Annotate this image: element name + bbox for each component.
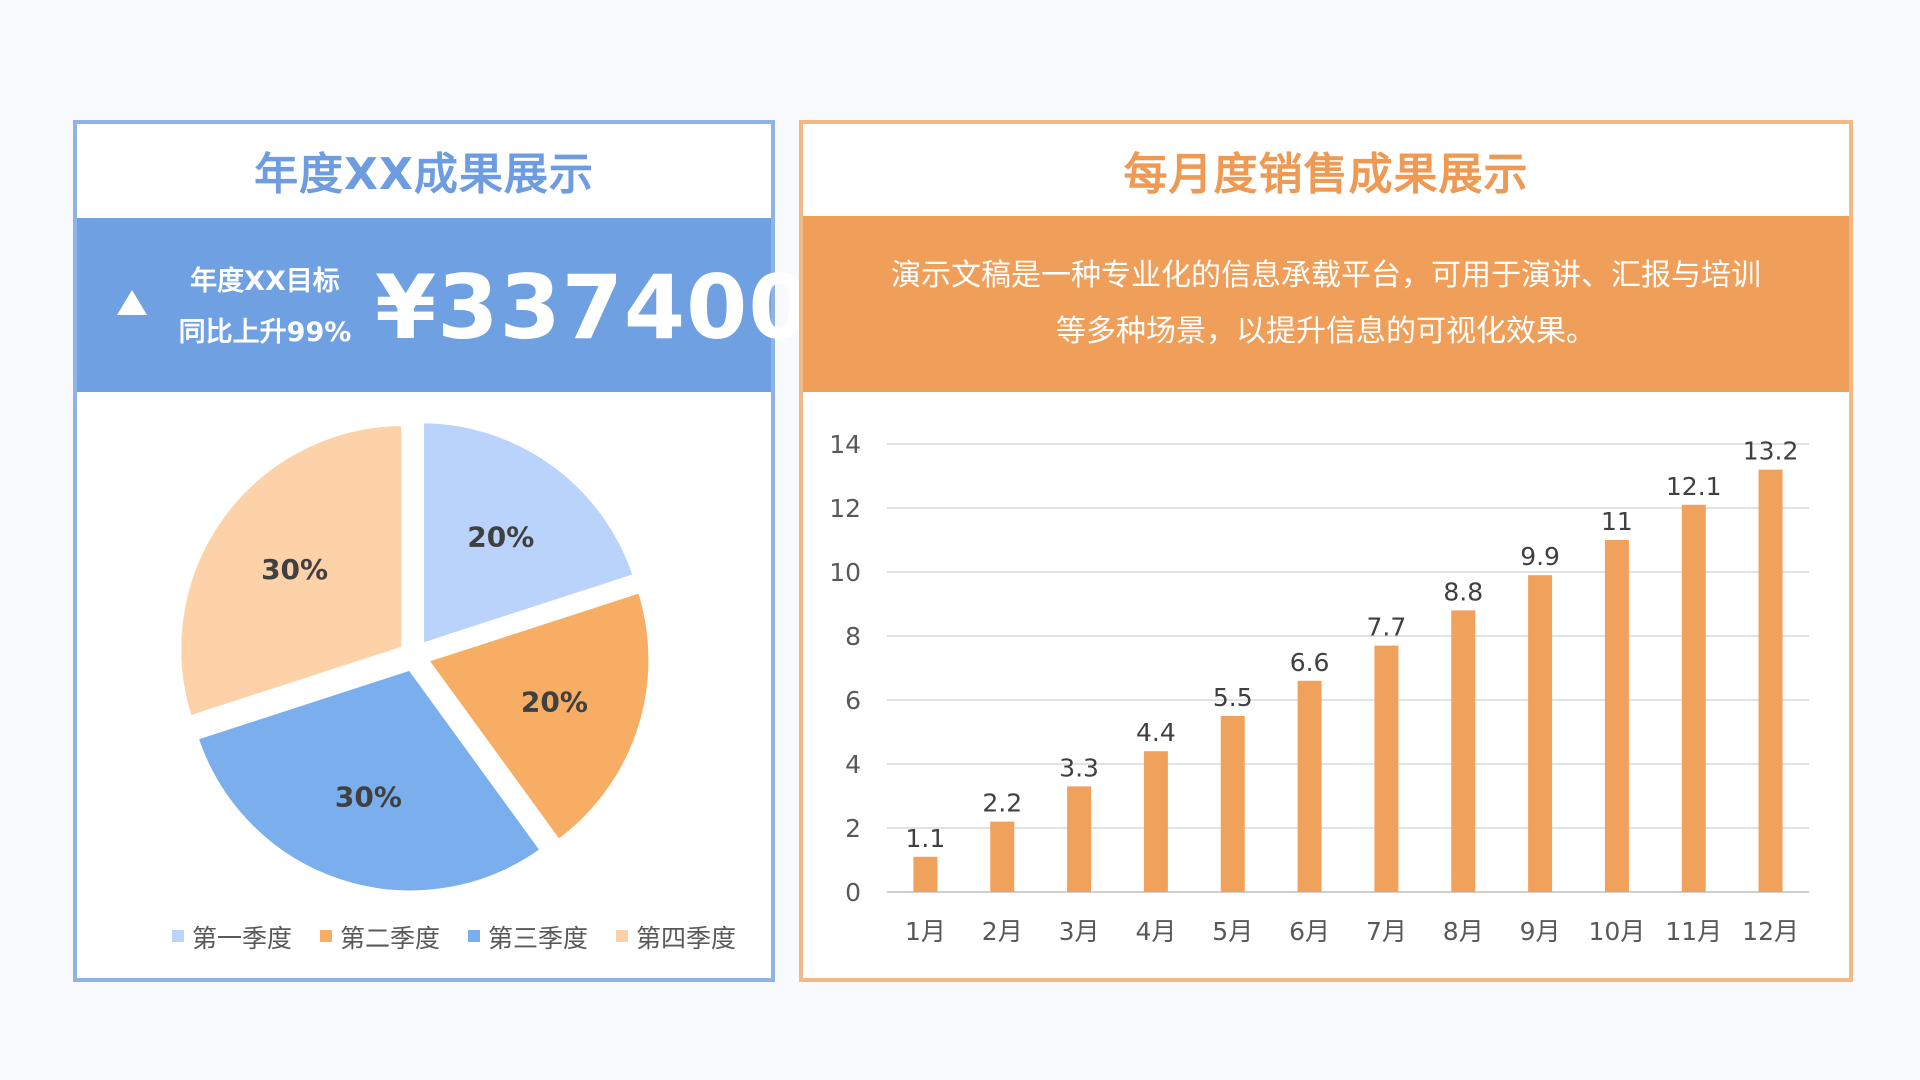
- pie-slice-q4: [175, 419, 408, 723]
- y-tick-label: 4: [845, 750, 861, 779]
- bar-data-label: 1.1: [906, 824, 946, 853]
- pie-slice-q3: [191, 663, 548, 897]
- kpi-value: ¥337400: [375, 256, 811, 359]
- bar: [1067, 786, 1092, 892]
- bar: [913, 856, 938, 892]
- bar: [1528, 575, 1553, 892]
- monthly-sales-title: 每月度销售成果展示: [1123, 149, 1529, 200]
- bar: [1451, 610, 1476, 892]
- bar-data-label: 4.4: [1136, 718, 1176, 747]
- x-tick-label: 10月: [1589, 917, 1646, 946]
- bar-data-label: 7.7: [1367, 613, 1407, 642]
- legend-swatch: [468, 930, 480, 942]
- y-tick-label: 0: [845, 878, 861, 907]
- bar: [1681, 504, 1706, 892]
- pie-data-label: 20%: [521, 686, 588, 719]
- kpi-growth-label: 同比上升99%: [178, 317, 352, 348]
- bar: [1758, 469, 1783, 892]
- bar-data-label: 12.1: [1666, 472, 1722, 501]
- bar: [990, 821, 1015, 892]
- up-arrow-icon: [117, 290, 147, 315]
- y-tick-label: 12: [829, 494, 861, 523]
- bar-data-label: 2.2: [982, 789, 1022, 818]
- description-line-1: 演示文稿是一种专业化的信息承载平台，可用于演讲、汇报与培训: [891, 258, 1761, 293]
- x-tick-label: 9月: [1520, 917, 1561, 946]
- pie-data-label: 30%: [261, 553, 328, 586]
- bar: [1374, 645, 1399, 892]
- y-tick-label: 2: [845, 814, 861, 843]
- y-tick-label: 6: [845, 686, 861, 715]
- kpi-band: 年度XX目标 同比上升99% ¥337400: [77, 218, 810, 392]
- legend-swatch: [172, 930, 184, 942]
- bar-data-label: 11: [1601, 507, 1633, 536]
- bar-data-label: 9.9: [1520, 542, 1560, 571]
- bar-data-label: 3.3: [1059, 753, 1099, 782]
- monthly-bar-chart: 0 2 4 6 8 10 12 14 1.1 1月 2.2 2月 3.3 3月 4.4 4月 5.5 5月 6.6 6…: [829, 430, 1809, 946]
- annual-results-title: 年度XX成果展示: [254, 149, 594, 200]
- bar: [1297, 680, 1322, 892]
- bar: [1220, 716, 1245, 892]
- monthly-sales-panel: 每月度销售成果展示 演示文稿是一种专业化的信息承载平台，可用于演讲、汇报与培训 …: [799, 120, 1853, 982]
- description-line-2: 等多种场景，以提升信息的可视化效果。: [1056, 314, 1596, 349]
- bar-data-label: 8.8: [1443, 577, 1483, 606]
- pie-data-label: 30%: [335, 780, 402, 813]
- y-tick-label: 10: [829, 558, 861, 587]
- y-tick-label: 14: [829, 430, 861, 459]
- x-tick-label: 11月: [1665, 917, 1722, 946]
- legend-label: 第三季度: [488, 924, 588, 953]
- x-tick-label: 12月: [1742, 917, 1799, 946]
- x-tick-label: 8月: [1443, 917, 1484, 946]
- description-band: 演示文稿是一种专业化的信息承载平台，可用于演讲、汇报与培训 等多种场景，以提升信…: [803, 216, 1849, 392]
- annual-results-panel: 年度XX成果展示 年度XX目标 同比上升99% ¥337400 20% 20% 30…: [73, 120, 810, 982]
- x-tick-label: 7月: [1366, 917, 1407, 946]
- legend-label: 第四季度: [636, 924, 736, 953]
- bar: [1604, 540, 1629, 892]
- bar-data-label: 6.6: [1290, 648, 1330, 677]
- bar-data-label: 5.5: [1213, 683, 1253, 712]
- bar-data-label: 13.2: [1743, 437, 1799, 466]
- legend-swatch: [616, 930, 628, 942]
- legend-label: 第二季度: [340, 924, 440, 953]
- pie-slice-q1: [418, 417, 640, 651]
- quarterly-pie-chart: 20% 20% 30% 30% 第一季度 第二季度 第三季度 第四季度: [172, 417, 736, 953]
- x-tick-label: 6月: [1289, 917, 1330, 946]
- y-tick-label: 8: [845, 622, 861, 651]
- legend-label: 第一季度: [192, 924, 292, 953]
- bar: [1143, 751, 1168, 892]
- x-tick-label: 4月: [1135, 917, 1176, 946]
- x-tick-label: 2月: [982, 917, 1023, 946]
- x-tick-label: 5月: [1212, 917, 1253, 946]
- x-tick-label: 1月: [905, 917, 946, 946]
- pie-data-label: 20%: [467, 521, 534, 554]
- x-tick-label: 3月: [1059, 917, 1100, 946]
- legend-swatch: [320, 930, 332, 942]
- kpi-target-label: 年度XX目标: [190, 266, 340, 297]
- pie-slice-q2: [420, 586, 655, 847]
